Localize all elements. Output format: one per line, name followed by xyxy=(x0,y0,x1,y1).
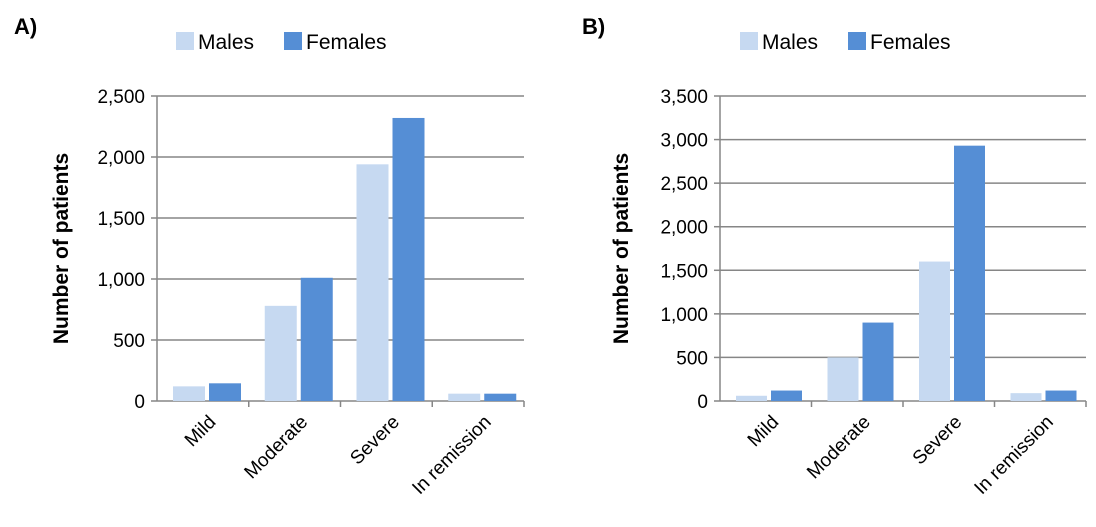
y-tick-label: 2,500 xyxy=(660,174,708,195)
bar-females-mild xyxy=(771,390,802,401)
x-category-label: Mild xyxy=(744,412,783,451)
legend-swatch-females xyxy=(284,32,302,50)
y-tick-label: 500 xyxy=(113,331,145,352)
y-tick-label: 1,500 xyxy=(660,261,708,282)
panel-label-b: B) xyxy=(582,14,606,39)
y-tick-label: 0 xyxy=(134,392,145,413)
y-tick-label: 1,000 xyxy=(97,270,145,291)
y-tick-label: 500 xyxy=(676,348,708,369)
bar-chart-a: 0 500 1,000 1,500 2,000 2,500 Mild Moderate Seve… xyxy=(50,31,525,499)
y-tick-label: 3,000 xyxy=(660,131,708,152)
bar-females-severe xyxy=(954,145,985,401)
y-axis-label: Number of patients xyxy=(50,153,73,344)
bar-males-mild xyxy=(736,395,767,401)
bar-females-moderate xyxy=(862,322,894,401)
x-category-label: Mild xyxy=(181,412,220,451)
x-category-label: In remission xyxy=(971,412,1058,499)
bar-females-severe xyxy=(392,117,425,402)
y-tick-label: 0 xyxy=(697,392,708,413)
legend-label-females: Females xyxy=(306,31,387,54)
y-tick-label: 2,500 xyxy=(97,87,145,108)
x-category-label: Severe xyxy=(346,412,403,469)
bar-males-severe xyxy=(356,164,389,401)
y-tick-label: 1,500 xyxy=(97,209,145,230)
bar-females-mild xyxy=(209,383,241,401)
legend-label-females: Females xyxy=(870,31,951,54)
bar-males-in-remission xyxy=(1010,393,1042,401)
legend-swatch-males xyxy=(176,32,194,50)
legend-label-males: Males xyxy=(762,31,818,54)
bar-males-moderate xyxy=(827,357,859,401)
bar-females-moderate xyxy=(300,277,333,401)
x-category-label: Moderate xyxy=(803,412,875,484)
bar-chart-b: 0 500 1,000 1,500 2,000 2,500 3,000 3,500 Mild Mo… xyxy=(610,31,1087,499)
bar-males-mild xyxy=(173,386,205,401)
bar-males-severe xyxy=(919,261,950,401)
bar-females-in-remission xyxy=(484,393,517,401)
panel-label-a: A) xyxy=(14,14,38,39)
y-tick-label: 1,000 xyxy=(660,305,708,326)
y-tick-label: 2,000 xyxy=(97,148,145,169)
bar-males-moderate xyxy=(264,305,297,401)
bar-males-in-remission xyxy=(448,393,481,401)
x-category-label: In remission xyxy=(408,412,495,499)
legend-swatch-males xyxy=(740,32,758,50)
bar-females-in-remission xyxy=(1045,390,1077,401)
y-tick-label: 2,000 xyxy=(660,218,708,239)
chart-panel-a: A) 0 500 1,000 1,500 2,000 2,500 Mild Moderate S… xyxy=(14,14,525,499)
legend-label-males: Males xyxy=(198,31,254,54)
x-category-label: Moderate xyxy=(241,412,313,484)
legend-swatch-females xyxy=(848,32,866,50)
y-axis-label: Number of patients xyxy=(610,153,633,344)
chart-panel-b: B) 0 500 1,000 1,500 2,000 2,500 3,000 3,500 Mil… xyxy=(548,0,1096,527)
y-tick-label: 3,500 xyxy=(660,87,708,108)
x-category-label: Severe xyxy=(909,412,966,469)
